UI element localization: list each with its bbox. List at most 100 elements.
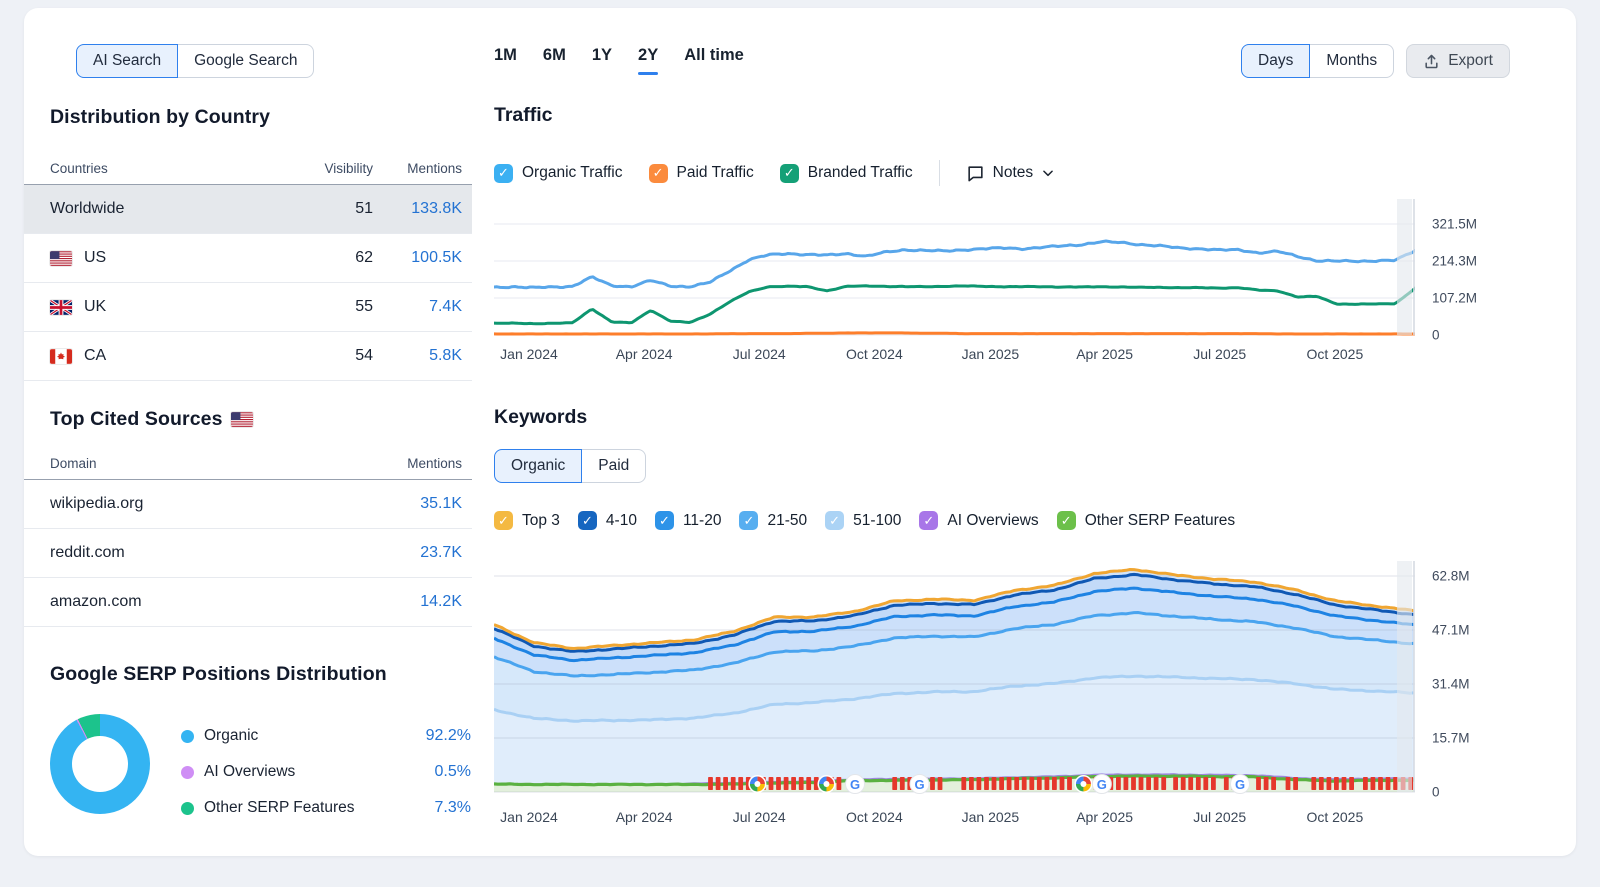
organic-dot-icon: [181, 729, 194, 743]
legend-item-organic: Organic 92.2%: [181, 718, 471, 754]
paid-traffic-checkbox[interactable]: ✓ Paid Traffic: [648, 163, 754, 183]
check-icon: ✓: [577, 511, 597, 530]
country-section-title: Distribution by Country: [50, 106, 271, 128]
ca-flag-icon: [50, 348, 72, 364]
x-axis-label: Oct 2024: [845, 346, 903, 362]
google-search-button[interactable]: Google Search: [177, 44, 315, 78]
ai-overviews-dot-icon: [181, 765, 194, 779]
chevron-down-icon: [1041, 166, 1055, 180]
x-axis-label: Apr 2025: [1076, 809, 1134, 825]
check-icon: ✓: [648, 163, 668, 183]
x-axis-label: Oct 2024: [845, 809, 903, 825]
export-button[interactable]: Export: [1406, 44, 1510, 78]
sources-table-header: Domain Mentions: [24, 456, 472, 480]
pos-51-100-checkbox[interactable]: ✓ 51-100: [825, 511, 901, 530]
months-button[interactable]: Months: [1309, 44, 1395, 78]
tab-2y[interactable]: 2Y: [638, 46, 659, 75]
traffic-chart[interactable]: 321.5M 214.3M 107.2M 0 Jan 2024 Apr 2024 Jul 2…: [492, 195, 1560, 375]
notes-dropdown[interactable]: Notes: [966, 164, 1056, 183]
pos-11-20-checkbox[interactable]: ✓ 11-20: [654, 511, 721, 530]
search-engine-toggle: AI Search Google Search: [50, 44, 315, 78]
y-axis-label: 107.2M: [1432, 290, 1478, 306]
divider: [938, 160, 940, 186]
keywords-chart[interactable]: G G G G 62.8M 47.1M 31.4M 15.7M 0 Jan 2024 Apr 202…: [493, 557, 1560, 847]
organic-traffic-checkbox[interactable]: ✓ Organic Traffic: [494, 163, 623, 183]
serp-legend: Organic 92.2% AI Overviews 0.5% Other SE…: [181, 718, 471, 826]
table-row-uk[interactable]: UK 55 7.4K: [24, 283, 472, 332]
table-row-amazon[interactable]: amazon.com 14.2K: [24, 578, 472, 627]
branded-traffic-checkbox[interactable]: ✓ Branded Traffic: [779, 163, 913, 183]
table-row-worldwide[interactable]: Worldwide 51 133.8K: [24, 185, 472, 234]
traffic-legend: ✓ Organic Traffic ✓ Paid Traffic ✓ Brand…: [494, 160, 1055, 186]
table-row-wikipedia[interactable]: wikipedia.org 35.1K: [24, 480, 472, 529]
country-table-header: Countries Visibility Mentions: [24, 161, 472, 185]
uk-flag-icon: [50, 299, 72, 315]
keywords-type-toggle: Organic Paid: [494, 449, 647, 483]
svg-text:G: G: [1097, 777, 1107, 792]
us-flag-icon: [230, 412, 253, 427]
table-row-ca[interactable]: CA 54 5.8K: [24, 332, 472, 381]
x-axis-label: Jan 2025: [961, 809, 1020, 825]
serp-section-title: Google SERP Positions Distribution: [50, 663, 387, 685]
check-icon: ✓: [825, 511, 845, 530]
y-axis-label: 214.3M: [1432, 253, 1478, 269]
organic-keywords-button[interactable]: Organic: [494, 449, 583, 483]
y-axis-label: 62.8M: [1432, 568, 1470, 584]
y-axis-label: 0: [1432, 784, 1440, 800]
period-tabs: 1M 6M 1Y 2Y All time: [494, 46, 744, 75]
traffic-title: Traffic: [494, 104, 553, 126]
x-axis-label: Jul 2024: [732, 809, 786, 825]
check-icon: ✓: [779, 163, 799, 183]
svg-text:G: G: [1235, 777, 1245, 792]
keywords-legend: ✓ Top 3 ✓ 4-10 ✓ 11-20 ✓ 21-50 ✓ 51-100 …: [494, 511, 1235, 530]
ai-search-button[interactable]: AI Search: [76, 44, 179, 78]
x-axis-label: Jul 2025: [1193, 809, 1247, 825]
dashboard-card: AI Search Google Search Distribution by …: [24, 8, 1576, 856]
tab-1m[interactable]: 1M: [494, 46, 517, 64]
legend-item-other-serp: Other SERP Features 7.3%: [181, 790, 471, 826]
keywords-title: Keywords: [494, 406, 588, 428]
y-axis-label: 15.7M: [1432, 730, 1470, 746]
x-axis-label: Jan 2024: [500, 809, 558, 825]
y-axis-label: 0: [1432, 327, 1440, 343]
x-axis-label: Jul 2024: [732, 346, 786, 362]
ai-overviews-checkbox[interactable]: ✓ AI Overviews: [919, 511, 1039, 530]
legend-item-ai-overviews: AI Overviews 0.5%: [181, 754, 471, 790]
x-axis-label: Oct 2025: [1306, 809, 1364, 825]
paid-keywords-button[interactable]: Paid: [581, 449, 647, 483]
x-axis-label: Apr 2025: [1076, 346, 1134, 362]
granularity-toggle: Days Months: [1241, 44, 1395, 78]
y-axis-label: 47.1M: [1432, 622, 1470, 638]
x-axis-label: Oct 2025: [1306, 346, 1364, 362]
x-axis-label: Jan 2025: [961, 346, 1020, 362]
x-axis-label: Apr 2024: [615, 346, 673, 362]
check-icon: ✓: [494, 163, 513, 183]
sources-section-title: Top Cited Sources: [50, 408, 223, 430]
svg-text:G: G: [914, 777, 924, 792]
table-row-reddit[interactable]: reddit.com 23.7K: [24, 529, 472, 578]
export-upload-icon: [1423, 53, 1440, 70]
table-row-us[interactable]: US 62 100.5K: [24, 234, 472, 283]
x-axis-label: Apr 2024: [615, 809, 673, 825]
tab-6m[interactable]: 6M: [542, 46, 566, 64]
check-icon: ✓: [654, 511, 674, 530]
pos-4-10-checkbox[interactable]: ✓ 4-10: [577, 511, 637, 530]
check-icon: ✓: [919, 511, 939, 530]
svg-text:G: G: [850, 777, 860, 792]
check-icon: ✓: [494, 511, 513, 530]
x-axis-label: Jan 2024: [500, 346, 558, 362]
tab-1y[interactable]: 1Y: [591, 46, 613, 64]
check-icon: ✓: [1056, 511, 1076, 530]
main-panel: 1M 6M 1Y 2Y All time Days Months Export …: [492, 8, 1576, 856]
pos-21-50-checkbox[interactable]: ✓ 21-50: [739, 511, 807, 530]
us-flag-icon: [50, 250, 72, 266]
notes-bubble-icon: [966, 164, 985, 183]
check-icon: ✓: [739, 511, 759, 530]
y-axis-label: 31.4M: [1432, 676, 1470, 692]
days-button[interactable]: Days: [1241, 44, 1311, 78]
serp-donut-chart: [50, 714, 150, 814]
top3-checkbox[interactable]: ✓ Top 3: [494, 511, 560, 530]
tab-all-time[interactable]: All time: [684, 46, 744, 64]
other-serp-checkbox[interactable]: ✓ Other SERP Features: [1056, 511, 1235, 530]
donut-hole: [72, 736, 128, 792]
